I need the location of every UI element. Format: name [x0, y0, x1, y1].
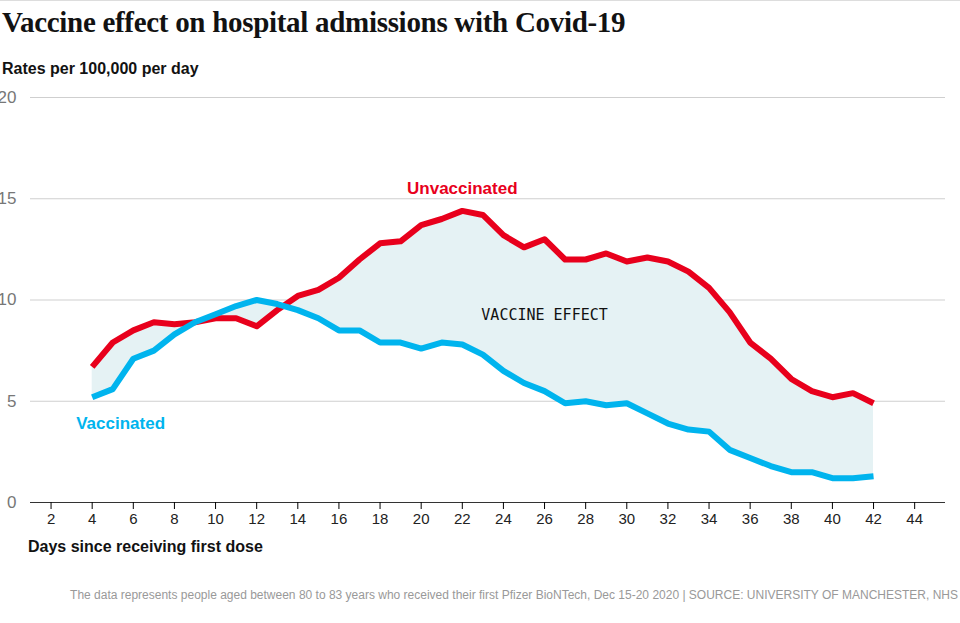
svg-text:40: 40 [824, 510, 841, 527]
html-text:Vaccine effect on hospital adm: Vaccine effect on hospital admissions wi… [2, 6, 626, 38]
svg-text:24: 24 [495, 510, 512, 527]
svg-text:38: 38 [783, 510, 800, 527]
svg-text:30: 30 [618, 510, 635, 527]
svg-text:15: 15 [0, 189, 17, 208]
svg-text:Unvaccinated: Unvaccinated [407, 179, 518, 198]
svg-text:Vaccinated: Vaccinated [76, 414, 165, 433]
svg-text:12: 12 [248, 510, 265, 527]
svg-text:34: 34 [701, 510, 718, 527]
svg-text:5: 5 [7, 392, 16, 411]
svg-text:4: 4 [88, 510, 96, 527]
svg-text:8: 8 [170, 510, 178, 527]
svg-text:14: 14 [289, 510, 306, 527]
svg-text:32: 32 [660, 510, 677, 527]
svg-text:20: 20 [0, 88, 17, 107]
svg-text:10: 10 [207, 510, 224, 527]
svg-text:6: 6 [129, 510, 137, 527]
svg-text:2: 2 [47, 510, 55, 527]
svg-text:10: 10 [0, 290, 17, 309]
html-text:The data represents people age: The data represents people aged between … [70, 588, 958, 602]
svg-text:28: 28 [577, 510, 594, 527]
html-text:Days since receiving first dos: Days since receiving first dose [28, 538, 263, 555]
svg-text:42: 42 [865, 510, 882, 527]
svg-text:36: 36 [742, 510, 759, 527]
svg-text:44: 44 [906, 510, 923, 527]
svg-text:0: 0 [7, 493, 16, 512]
svg-text:22: 22 [454, 510, 471, 527]
svg-text:26: 26 [536, 510, 553, 527]
html-text:Rates per 100,000 per day: Rates per 100,000 per day [2, 60, 199, 77]
svg-text:16: 16 [331, 510, 348, 527]
svg-text:VACCINE EFFECT: VACCINE EFFECT [481, 306, 607, 324]
svg-text:20: 20 [413, 510, 430, 527]
svg-text:18: 18 [372, 510, 389, 527]
